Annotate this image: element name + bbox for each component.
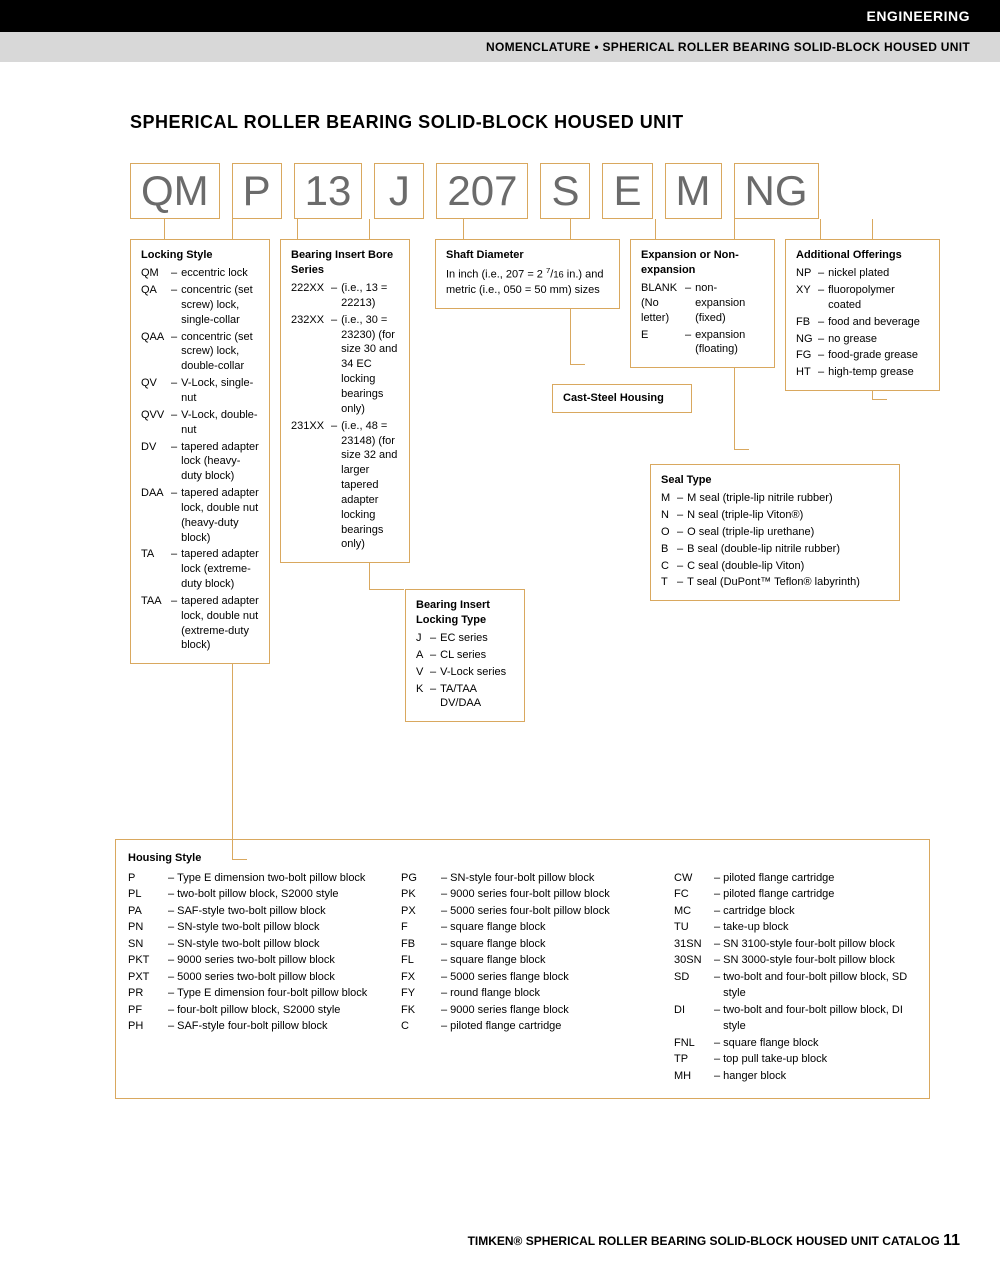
list-item: A–CL series <box>416 648 514 663</box>
code-part: 207 <box>436 163 528 219</box>
housing-item: FX– 5000 series flange block <box>401 969 644 986</box>
code-part: S <box>540 163 590 219</box>
housing-item: P– Type E dimension two-bolt pillow bloc… <box>128 870 371 887</box>
housing-item: PN– SN-style two-bolt pillow block <box>128 919 371 936</box>
list-item: FG–food-grade grease <box>796 348 929 363</box>
list-item: HT–high-temp grease <box>796 365 929 380</box>
list-item: K–TA/TAA DV/DAA <box>416 682 514 712</box>
list-item: QAA–concentric (set screw) lock, double-… <box>141 330 259 375</box>
nomenclature-code-row: QMP13J207SEMNG <box>130 163 960 219</box>
page-title: SPHERICAL ROLLER BEARING SOLID-BLOCK HOU… <box>130 112 960 133</box>
page-number: 11 <box>943 1232 960 1249</box>
housing-item: PR– Type E dimension four-bolt pillow bl… <box>128 985 371 1002</box>
seal-type-box: Seal Type M–M seal (triple-lip nitrile r… <box>650 464 900 601</box>
housing-item: PH– SAF-style four-bolt pillow block <box>128 1018 371 1035</box>
list-item: NP–nickel plated <box>796 266 929 281</box>
box-title: Seal Type <box>661 473 889 488</box>
bearing-insert-bore-box: Bearing Insert Bore Series 222XX–(i.e., … <box>280 239 410 563</box>
housing-item: F– square flange block <box>401 919 644 936</box>
list-item: C–C seal (double-lip Viton) <box>661 559 889 574</box>
code-part: J <box>374 163 424 219</box>
housing-item: FB– square flange block <box>401 936 644 953</box>
code-part: P <box>232 163 282 219</box>
list-item: QM–eccentric lock <box>141 266 259 281</box>
housing-item: 30SN– SN 3000-style four-bolt pillow blo… <box>674 952 917 969</box>
housing-item: FL– square flange block <box>401 952 644 969</box>
housing-item: DI– two-bolt and four-bolt pillow block,… <box>674 1002 917 1035</box>
list-item: J–EC series <box>416 631 514 646</box>
list-item: QA–concentric (set screw) lock, single-c… <box>141 283 259 328</box>
housing-item: TU– take-up block <box>674 919 917 936</box>
expansion-box: Expansion or Non-expansion BLANK(Nolette… <box>630 239 775 368</box>
list-item: NG–no grease <box>796 332 929 347</box>
housing-item: MH– hanger block <box>674 1068 917 1085</box>
housing-item: PL– two-bolt pillow block, S2000 style <box>128 886 371 903</box>
code-part: M <box>665 163 722 219</box>
housing-item: PF– four-bolt pillow block, S2000 style <box>128 1002 371 1019</box>
additional-offerings-box: Additional Offerings NP–nickel plated XY–… <box>785 239 940 391</box>
list-item: DAA–tapered adapter lock, double nut (he… <box>141 486 259 545</box>
list-item: FB–food and beverage <box>796 315 929 330</box>
housing-item: C– piloted flange cartridge <box>401 1018 644 1035</box>
box-title: Locking Style <box>141 248 259 263</box>
housing-item: TP– top pull take-up block <box>674 1051 917 1068</box>
housing-item: PXT– 5000 series two-bolt pillow block <box>128 969 371 986</box>
list-item: O–O seal (triple-lip urethane) <box>661 525 889 540</box>
box-title: Shaft Diameter <box>446 248 609 263</box>
housing-item: PKT– 9000 series two-bolt pillow block <box>128 952 371 969</box>
box-title: Housing Style <box>128 850 917 867</box>
list-item: V–V-Lock series <box>416 665 514 680</box>
housing-item: SN– SN-style two-bolt pillow block <box>128 936 371 953</box>
list-item: XY–fluoropolymer coated <box>796 283 929 313</box>
housing-item: CW– piloted flange cartridge <box>674 870 917 887</box>
box-title: Expansion or Non-expansion <box>641 248 764 278</box>
bearing-insert-locking-box: Bearing Insert Locking Type J–EC series A… <box>405 589 525 722</box>
category-header: ENGINEERING <box>0 0 1000 32</box>
housing-item: FK– 9000 series flange block <box>401 1002 644 1019</box>
box-title: Bearing Insert Bore Series <box>291 248 399 278</box>
cast-steel-box: Cast-Steel Housing <box>552 384 692 413</box>
code-part: NG <box>734 163 819 219</box>
list-item: T–T seal (DuPont™ Teflon® labyrinth) <box>661 575 889 590</box>
housing-item: FY– round flange block <box>401 985 644 1002</box>
list-item: N–N seal (triple-lip Viton®) <box>661 508 889 523</box>
housing-style-box: Housing Style P– Type E dimension two-bo… <box>115 839 930 1099</box>
box-title: Cast-Steel Housing <box>563 391 681 406</box>
housing-item: FNL– square flange block <box>674 1035 917 1052</box>
housing-item: PX– 5000 series four-bolt pillow block <box>401 903 644 920</box>
list-item: 232XX–(i.e., 30 = 23230) (for size 30 an… <box>291 313 399 417</box>
housing-item: 31SN– SN 3100-style four-bolt pillow blo… <box>674 936 917 953</box>
code-part: E <box>602 163 652 219</box>
list-item: 222XX–(i.e., 13 = 22213) <box>291 281 399 311</box>
housing-item: MC– cartridge block <box>674 903 917 920</box>
list-item: DV–tapered adapter lock (heavy-duty bloc… <box>141 440 259 485</box>
shaft-diameter-box: Shaft Diameter In inch (i.e., 207 = 2 7/… <box>435 239 620 308</box>
housing-item: FC– piloted flange cartridge <box>674 886 917 903</box>
box-title: Additional Offerings <box>796 248 929 263</box>
page-footer: TIMKEN® SPHERICAL ROLLER BEARING SOLID-B… <box>468 1232 960 1250</box>
box-title: Bearing Insert Locking Type <box>416 598 514 628</box>
code-part: 13 <box>294 163 363 219</box>
housing-item: PK– 9000 series four-bolt pillow block <box>401 886 644 903</box>
list-item: TAA–tapered adapter lock, double nut (ex… <box>141 594 259 653</box>
list-item: TA–tapered adapter lock (extreme-duty bl… <box>141 547 259 592</box>
code-part: QM <box>130 163 220 219</box>
footer-text: TIMKEN® SPHERICAL ROLLER BEARING SOLID-B… <box>468 1234 940 1248</box>
box-text: In inch (i.e., 207 = 2 7/16 in.) and met… <box>446 266 609 297</box>
list-item: 231XX–(i.e., 48 = 23148) (for size 32 an… <box>291 419 399 553</box>
list-item: QVV–V-Lock, double-nut <box>141 408 259 438</box>
housing-item: PG– SN-style four-bolt pillow block <box>401 870 644 887</box>
main-content: SPHERICAL ROLLER BEARING SOLID-BLOCK HOU… <box>0 62 1000 1099</box>
list-item: QV–V-Lock, single-nut <box>141 376 259 406</box>
subtitle-bar: NOMENCLATURE • SPHERICAL ROLLER BEARING … <box>0 32 1000 62</box>
housing-item: PA– SAF-style two-bolt pillow block <box>128 903 371 920</box>
housing-item: SD– two-bolt and four-bolt pillow block,… <box>674 969 917 1002</box>
list-item: B–B seal (double-lip nitrile rubber) <box>661 542 889 557</box>
list-item: M–M seal (triple-lip nitrile rubber) <box>661 491 889 506</box>
locking-style-box: Locking Style QM–eccentric lock QA–concen… <box>130 239 270 664</box>
